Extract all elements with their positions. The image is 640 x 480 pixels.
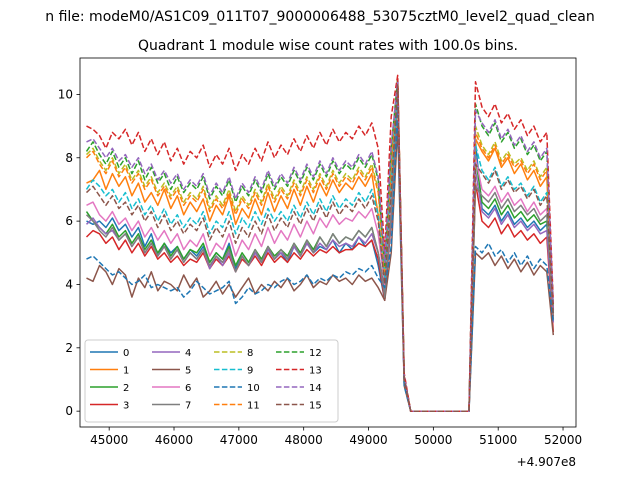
legend-label-15: 15	[309, 401, 322, 412]
y-tick-label: 10	[58, 87, 73, 101]
legend-label-6: 6	[185, 383, 191, 394]
y-tick-label: 4	[65, 277, 73, 291]
legend-label-2: 2	[123, 383, 129, 394]
series-line-9	[85, 84, 555, 412]
legend-label-11: 11	[247, 401, 260, 412]
legend-label-9: 9	[247, 366, 253, 377]
x-tick-label: 51000	[479, 433, 517, 447]
legend-label-7: 7	[185, 401, 191, 412]
series-line-10	[86, 106, 555, 412]
y-tick-label: 8	[65, 151, 73, 165]
x-tick-label: 46000	[155, 433, 193, 447]
series-line-15	[85, 84, 555, 412]
plot-area: 45000 46000 47000 48000 49000 50000 51000 52000…	[58, 57, 582, 447]
legend-label-8: 8	[247, 348, 253, 359]
y-tick-label: 0	[65, 404, 73, 418]
legend-label-14: 14	[309, 383, 322, 394]
x-tick-label: 47000	[220, 433, 258, 447]
legend-label-3: 3	[123, 401, 129, 412]
legend-label-1: 1	[123, 366, 129, 377]
series-line-14	[86, 81, 555, 412]
legend-label-0: 0	[123, 348, 129, 359]
x-tick-label: 52000	[544, 433, 582, 447]
legend-label-4: 4	[185, 348, 191, 359]
y-tick-label: 6	[65, 214, 73, 228]
legend-box	[84, 339, 339, 423]
x-tick-label: 45000	[90, 433, 128, 447]
series-line-13	[86, 74, 555, 412]
y-tick-label: 2	[65, 341, 73, 355]
legend-label-13: 13	[309, 366, 322, 377]
x-tick-label: 48000	[285, 433, 323, 447]
x-tick-label: 50000	[414, 433, 452, 447]
x-axis-offset-label: +4.907e8	[517, 455, 576, 469]
chart-title: Quadrant 1 module wise count rates with …	[138, 38, 518, 54]
figure-suptitle: n file: modeM0/AS1C09_011T07_9000006488_…	[45, 9, 594, 25]
legend-label-12: 12	[309, 348, 322, 359]
legend-label-10: 10	[247, 383, 260, 394]
axes-frame	[79, 57, 577, 428]
series-lines	[85, 74, 555, 412]
legend-label-5: 5	[185, 366, 191, 377]
x-tick-label: 49000	[349, 433, 387, 447]
